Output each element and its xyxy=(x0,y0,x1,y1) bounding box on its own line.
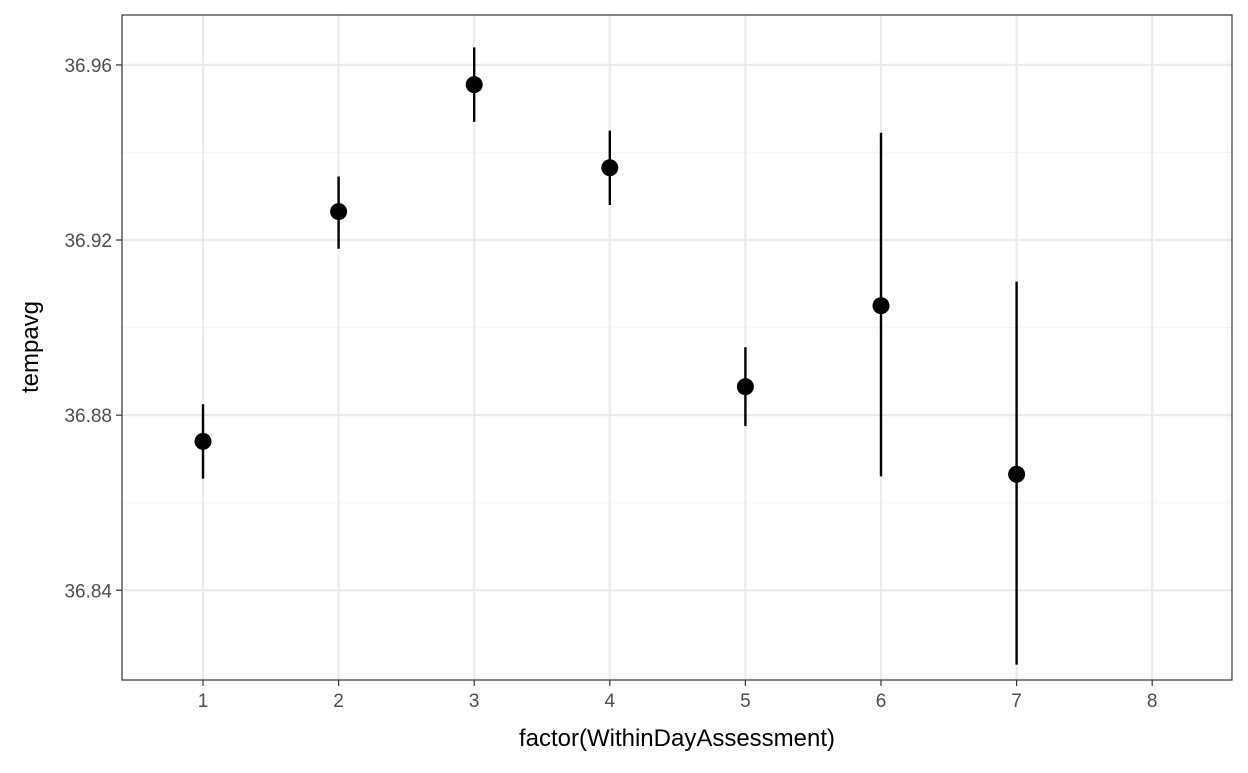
x-axis-title: factor(WithinDayAssessment) xyxy=(519,725,835,752)
minor-gridlines xyxy=(122,151,1232,679)
y-tick-label: 36.92 xyxy=(64,231,112,252)
axis-tick-labels: 36.84 36.88 36.92 36.96 1 2 3 4 5 6 7 8 xyxy=(64,56,1157,712)
data-point-4 xyxy=(601,159,619,177)
x-tick-label: 7 xyxy=(1011,691,1022,712)
data-point-3 xyxy=(465,76,483,94)
y-axis-title: tempavg xyxy=(17,301,44,393)
y-tick-label: 36.96 xyxy=(64,56,112,77)
data-point-6 xyxy=(872,297,890,315)
x-tick-label: 6 xyxy=(876,691,887,712)
y-tick-label: 36.84 xyxy=(64,581,112,602)
data-point-5 xyxy=(736,378,754,396)
x-tick-label: 5 xyxy=(740,691,751,712)
point-series xyxy=(194,76,1026,483)
y-tick-label: 36.88 xyxy=(64,406,112,427)
panel-border xyxy=(121,14,1233,681)
x-tick-label: 3 xyxy=(469,691,480,712)
x-tick-label: 8 xyxy=(1147,691,1158,712)
axis-ticks xyxy=(116,64,1153,686)
x-tick-label: 1 xyxy=(198,691,209,712)
x-tick-label: 2 xyxy=(333,691,344,712)
data-point-7 xyxy=(1008,465,1026,483)
data-point-1 xyxy=(194,432,212,450)
x-tick-label: 4 xyxy=(605,691,616,712)
data-point-2 xyxy=(330,203,348,221)
